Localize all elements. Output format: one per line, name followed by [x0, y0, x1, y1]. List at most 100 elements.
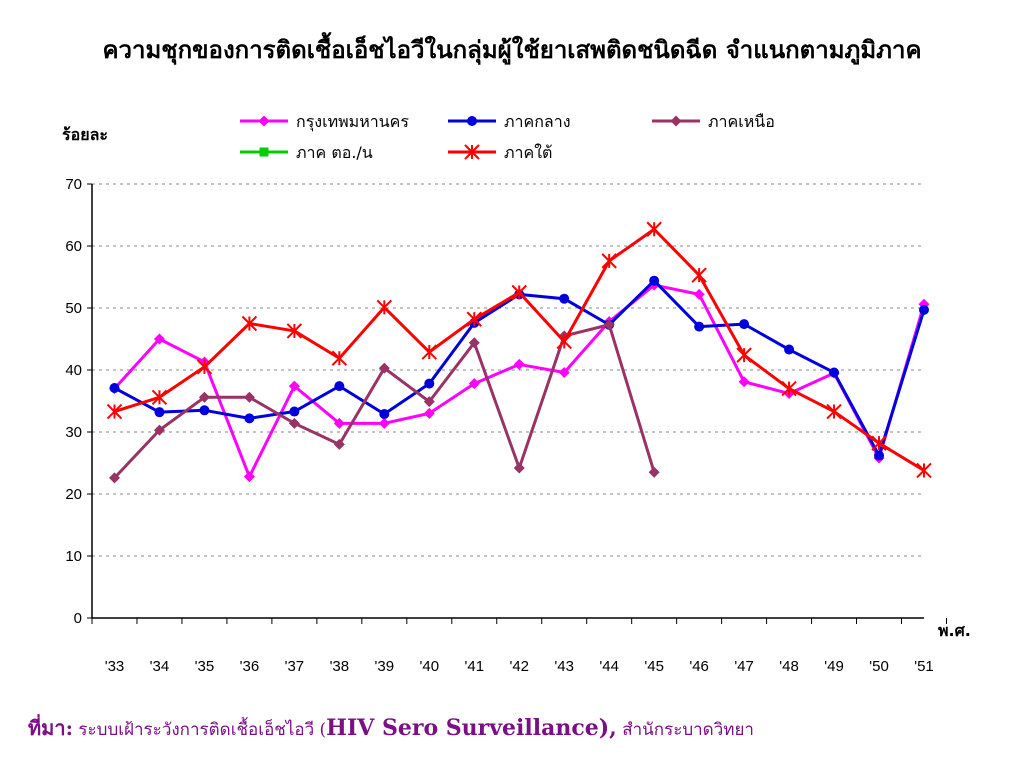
data-point [378, 417, 390, 429]
data-point [781, 380, 797, 397]
axes: 0 10 20 30 40 50 60 70 '33 '34 '35 '36 '37 '38 '39 '40 '… [65, 176, 947, 675]
data-point [468, 337, 480, 349]
data-point [153, 333, 165, 345]
x-tick-label: '38 [330, 658, 350, 675]
legend-marker [464, 144, 480, 160]
data-point [784, 344, 795, 355]
x-tick-label: '43 [554, 658, 574, 675]
data-point [151, 389, 168, 405]
x-tick-label: '51 [914, 658, 934, 675]
data-point [736, 347, 752, 363]
x-axis-label: พ.ศ. [938, 621, 971, 640]
data-point [198, 391, 210, 403]
data-point [739, 319, 750, 330]
x-tick-label: '39 [375, 658, 395, 675]
data-point [513, 358, 525, 370]
data-point [916, 462, 932, 479]
legend-marker [259, 147, 269, 157]
data-point [738, 376, 750, 388]
y-tick-label: 60 [65, 238, 82, 255]
data-point [421, 344, 438, 360]
data-point [331, 350, 348, 366]
data-point [243, 391, 255, 403]
x-tick-label: '48 [779, 658, 799, 675]
source-org: สำนักระบาดวิทยา [622, 720, 754, 740]
x-tick-label: '42 [509, 658, 529, 675]
legend-label: ภาคกลาง [504, 112, 571, 131]
data-point [511, 284, 527, 301]
data-point [871, 435, 887, 451]
x-tick-label: '49 [824, 658, 844, 675]
x-tick-label: '34 [150, 658, 170, 675]
data-point [693, 288, 705, 300]
data-point [333, 417, 345, 429]
data-point [334, 381, 345, 392]
data-point [154, 407, 165, 418]
data-point [153, 424, 165, 436]
series-line [113, 283, 926, 479]
source-text-th: ระบบเฝ้าระวังการติดเชื้อเอ็ชไอวี ( [78, 720, 327, 740]
x-tick-label: '36 [240, 658, 260, 675]
data-point [378, 362, 390, 374]
series-0 [108, 279, 930, 483]
data-point [558, 366, 570, 378]
data-point [199, 405, 210, 416]
data-point [244, 413, 255, 424]
legend-item: ภาคเหนือ [652, 112, 775, 131]
data-point [826, 403, 842, 420]
legend-label: ภาคใต้ [504, 143, 552, 162]
series-line [113, 323, 656, 479]
x-tick-label: '35 [195, 658, 215, 675]
data-point [286, 323, 303, 339]
data-point [601, 253, 617, 269]
data-point [241, 315, 258, 332]
legend-item: ภาคกลาง [448, 112, 571, 131]
data-point [289, 406, 300, 417]
legend-item: ภาคใต้ [448, 143, 552, 162]
data-point [559, 293, 570, 304]
data-point [424, 378, 435, 389]
data-point [423, 407, 435, 419]
data-point [196, 359, 213, 375]
legend-label: ภาคเหนือ [708, 112, 775, 131]
legend-label: ภาค ตอ./น [296, 143, 373, 162]
data-point [556, 333, 572, 350]
x-tick-label: '41 [464, 658, 484, 675]
legend-marker [467, 116, 477, 126]
data-point [649, 275, 660, 286]
x-tick-label: '45 [644, 658, 664, 675]
source-note: ที่มา: ระบบเฝ้าระวังการติดเชื้อเอ็ชไอวี … [28, 712, 754, 744]
data-point [646, 221, 662, 237]
source-text-en: HIV Sero Surveillance), [326, 715, 617, 741]
series-line [114, 227, 925, 472]
y-tick-label: 20 [65, 486, 82, 503]
x-tick-label: '50 [869, 658, 889, 675]
data-point [379, 409, 390, 420]
x-tick-label: '40 [420, 658, 440, 675]
legend-item: ภาค ตอ./น [240, 143, 373, 162]
data-point [376, 299, 393, 316]
chart-title: ความชุกของการติดเชื้อเอ็ชไอวีในกลุ่มผู้ใ… [102, 35, 922, 64]
y-tick-label: 10 [65, 548, 82, 565]
x-tick-label: '33 [105, 658, 125, 675]
data-point [106, 403, 123, 420]
data-point [468, 378, 480, 390]
data-point [423, 396, 435, 408]
data-point [513, 462, 525, 474]
data-point [466, 311, 482, 327]
data-point [288, 417, 300, 429]
y-tick-label: 40 [65, 362, 82, 379]
series-2 [108, 319, 660, 484]
legend-item: กรุงเทพมหานคร [240, 112, 409, 132]
y-axis-label: ร้อยละ [62, 125, 108, 144]
x-tick-label: '47 [734, 658, 754, 675]
data-point [691, 267, 707, 283]
y-tick-label: 50 [65, 300, 82, 317]
data-point [288, 380, 300, 392]
x-tick-label: '37 [285, 658, 305, 675]
data-point [108, 472, 120, 484]
y-tick-label: 0 [74, 610, 82, 627]
y-tick-label: 70 [65, 176, 82, 193]
data-point [919, 304, 929, 315]
